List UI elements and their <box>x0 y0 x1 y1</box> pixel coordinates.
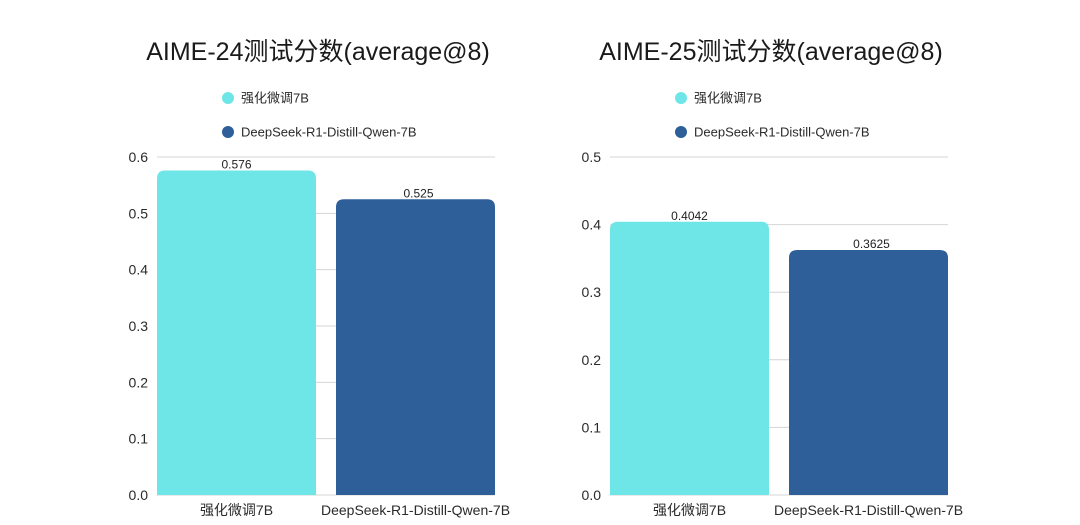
y-tick-label: 0.3 <box>582 284 602 300</box>
y-tick-label: 0.4 <box>129 262 149 278</box>
data-label-2: 0.525 <box>403 186 433 200</box>
y-tick-label: 0.6 <box>129 149 149 165</box>
x-tick-label-1: 强化微调7B <box>653 502 726 518</box>
chart-panel-2: AIME-25测试分数(average@8) 强化微调7B DeepSeek-R1-… <box>582 38 964 518</box>
y-tick-label: 0.0 <box>582 487 602 503</box>
data-label-1: 0.576 <box>221 158 251 172</box>
y-tick-label: 0.1 <box>582 419 602 435</box>
legend-label-2: DeepSeek-R1-Distill-Qwen-7B <box>241 125 417 140</box>
y-tick-label: 0.5 <box>129 205 149 221</box>
y-tick-label: 0.5 <box>582 149 602 165</box>
x-tick-label-2: DeepSeek-R1-Distill-Qwen-7B <box>774 502 963 518</box>
legend-marker-2 <box>222 126 234 138</box>
y-tick-label: 0.2 <box>582 352 602 368</box>
data-label-1: 0.4042 <box>671 209 708 223</box>
x-tick-label-2: DeepSeek-R1-Distill-Qwen-7B <box>321 502 510 518</box>
chart-title: AIME-25测试分数(average@8) <box>599 38 943 66</box>
legend-marker-1 <box>675 92 687 104</box>
chart-title: AIME-24测试分数(average@8) <box>146 38 490 66</box>
x-tick-label-1: 强化微调7B <box>200 502 273 518</box>
bar-1 <box>610 221 769 495</box>
legend-marker-2 <box>675 126 687 138</box>
y-tick-label: 0.1 <box>129 431 149 447</box>
legend-label-1: 强化微调7B <box>241 91 309 106</box>
legend-label-2: DeepSeek-R1-Distill-Qwen-7B <box>694 125 870 140</box>
legend-marker-1 <box>222 92 234 104</box>
bar-2 <box>336 199 495 495</box>
y-tick-label: 0.0 <box>129 487 149 503</box>
data-label-2: 0.3625 <box>853 237 890 251</box>
legend-label-1: 强化微调7B <box>694 91 762 106</box>
y-tick-label: 0.4 <box>582 217 602 233</box>
y-tick-label: 0.2 <box>129 374 149 390</box>
chart-panel-1: AIME-24测试分数(average@8) 强化微调7B DeepSeek-R1-… <box>129 38 511 518</box>
bar-1 <box>157 170 316 495</box>
y-tick-label: 0.3 <box>129 318 149 334</box>
bar-2 <box>789 249 948 495</box>
